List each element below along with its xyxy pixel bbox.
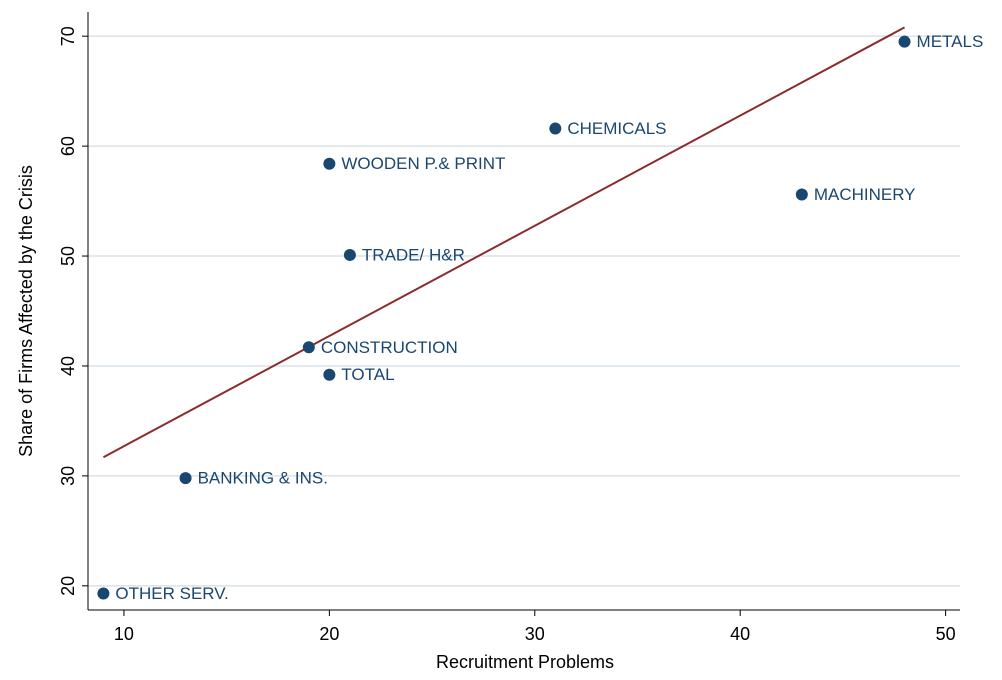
x-tick-label: 40 (730, 624, 750, 644)
y-tick-label: 60 (58, 136, 78, 156)
point-label: CONSTRUCTION (321, 338, 458, 357)
y-tick-label: 20 (58, 576, 78, 596)
point-label: MACHINERY (814, 185, 916, 204)
x-tick-label: 20 (319, 624, 339, 644)
x-axis-title: Recruitment Problems (436, 652, 614, 672)
point (323, 157, 336, 170)
y-tick-label: 50 (58, 246, 78, 266)
point-label: OTHER SERV. (115, 584, 228, 603)
point-label: METALS (917, 32, 984, 51)
point (179, 472, 192, 485)
y-axis-title: Share of Firms Affected by the Crisis (16, 165, 36, 457)
point (898, 35, 911, 48)
point (795, 188, 808, 201)
x-tick-label: 10 (114, 624, 134, 644)
point (549, 122, 562, 135)
y-tick-label: 40 (58, 356, 78, 376)
point (343, 248, 356, 261)
point-label: BANKING & INS. (198, 469, 328, 488)
x-tick-label: 50 (936, 624, 956, 644)
point (323, 368, 336, 381)
point-label: TOTAL (341, 365, 394, 384)
y-tick-label: 30 (58, 466, 78, 486)
y-tick-label: 70 (58, 26, 78, 46)
point-label: CHEMICALS (567, 119, 666, 138)
point-label: TRADE/ H&R (362, 245, 465, 264)
x-tick-label: 30 (525, 624, 545, 644)
fit-line (102, 26, 906, 459)
point-label: WOODEN P.& PRINT (341, 154, 505, 173)
point (302, 341, 315, 354)
point (97, 587, 110, 600)
